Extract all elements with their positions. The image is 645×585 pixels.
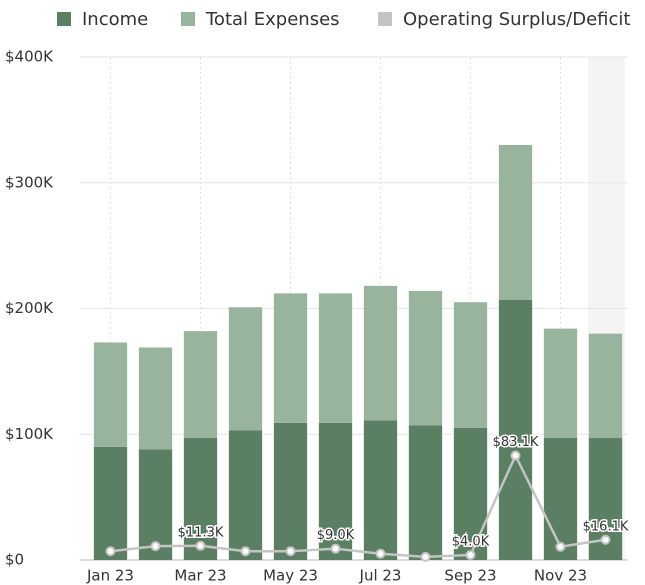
x-tick-label: May 23 (263, 567, 318, 585)
x-tick-label: Nov 23 (534, 567, 587, 585)
y-tick-label: $300K (5, 173, 54, 191)
bar (408, 290, 443, 426)
value-label: $16.1K (583, 519, 629, 534)
value-label: $11.3K (178, 525, 224, 540)
bar (93, 342, 128, 447)
bar (498, 145, 533, 300)
bar (543, 438, 578, 560)
value-label: $4.0K (452, 534, 490, 549)
x-tick-label: Mar 23 (174, 567, 226, 585)
line-marker (150, 541, 161, 552)
bar (93, 446, 128, 560)
legend-swatch (378, 12, 392, 26)
legend-label: Operating Surplus/Deficit (403, 9, 630, 30)
x-tick-label: Sep 23 (444, 567, 496, 585)
line-marker (195, 540, 206, 551)
value-label: $9.0K (317, 528, 355, 543)
line-marker (375, 548, 386, 559)
bar (183, 331, 218, 439)
line-marker (285, 546, 296, 557)
bar (273, 422, 308, 560)
legend-swatch (181, 12, 195, 26)
bar (318, 422, 353, 560)
bar (183, 438, 218, 560)
legend-swatch (57, 12, 71, 26)
line-marker (555, 541, 566, 552)
y-tick-label: $400K (5, 48, 54, 66)
bar (138, 347, 173, 450)
line-marker (420, 551, 431, 562)
legend-label: Income (82, 9, 148, 30)
legend-label: Total Expenses (205, 9, 340, 30)
bar (453, 302, 488, 428)
bar (273, 293, 308, 423)
x-tick-label: Jan 23 (86, 567, 134, 585)
bar (363, 285, 398, 421)
bar (228, 307, 263, 431)
y-tick-label: $200K (5, 299, 54, 317)
y-tick-label: $100K (5, 425, 54, 443)
y-tick-label: $0 (5, 551, 24, 569)
bar (363, 420, 398, 560)
legend: Income Total Expenses Operating Surplus/De… (57, 9, 630, 30)
line (110, 452, 606, 559)
bar (228, 430, 263, 560)
bar (588, 333, 623, 439)
line-marker (105, 546, 116, 557)
bar (498, 299, 533, 560)
bar (453, 427, 488, 560)
line-marker (600, 534, 611, 545)
bar (408, 425, 443, 560)
line-marker (510, 450, 521, 461)
line-marker (330, 543, 341, 554)
bar (543, 328, 578, 439)
bar (318, 293, 353, 423)
value-label: $83.1K (493, 435, 539, 450)
line-marker (240, 546, 251, 557)
x-tick-label: Jul 23 (359, 567, 402, 585)
line-marker (465, 549, 476, 560)
